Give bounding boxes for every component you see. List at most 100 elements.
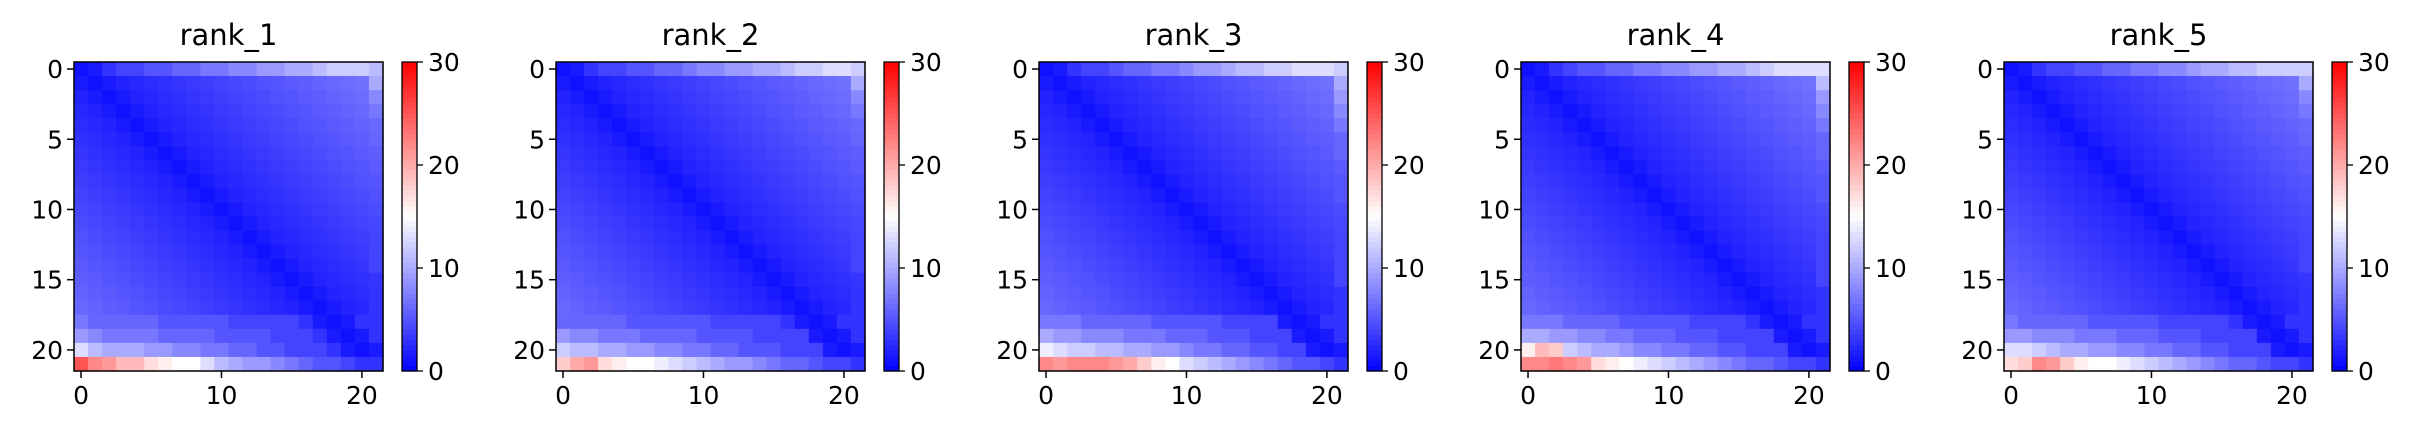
heatmap-cell: [2298, 174, 2314, 190]
heatmap-cell: [1563, 300, 1578, 316]
heatmap-cell: [2270, 300, 2286, 316]
heatmap-cell: [2256, 272, 2272, 288]
heatmap-cell: [2046, 174, 2061, 190]
heatmap-cell: [1689, 118, 1705, 133]
heatmap-cell: [1165, 62, 1181, 77]
heatmap-cell: [1109, 146, 1124, 161]
heatmap-cell: [1291, 300, 1307, 316]
heatmap-cell: [794, 174, 810, 190]
heatmap-cell: [116, 314, 131, 330]
heatmap-cell: [1619, 342, 1634, 358]
heatmap-cell: [766, 202, 782, 218]
colorbar-segment: [1367, 108, 1382, 115]
colorbar-segment: [1849, 165, 1864, 171]
heatmap-cell: [1563, 160, 1578, 175]
heatmap-cell: [794, 132, 810, 147]
heatmap-cell: [200, 146, 216, 161]
heatmap-cell: [780, 244, 796, 260]
heatmap-cell: [2130, 118, 2146, 133]
colorbar-segment: [402, 72, 417, 79]
heatmap-cell: [354, 160, 370, 175]
heatmap-cell: [780, 188, 796, 204]
heatmap-cell: [780, 62, 796, 77]
heatmap-cell: [1039, 146, 1054, 161]
heatmap-cell: [1165, 104, 1181, 119]
heatmap-cell: [340, 118, 356, 133]
colorbar-segment: [402, 329, 417, 336]
heatmap-cell: [1731, 258, 1747, 274]
heatmap-cell: [1647, 76, 1663, 91]
heatmap-cell: [1053, 216, 1068, 232]
heatmap-cell: [1081, 300, 1096, 316]
colorbar-segment: [1849, 118, 1864, 125]
heatmap-cell: [2158, 286, 2174, 302]
heatmap-cell: [298, 188, 314, 204]
heatmap-cell: [2046, 104, 2061, 119]
x-tick-label: 10: [2136, 381, 2168, 410]
heatmap-cell: [1731, 300, 1747, 316]
heatmap-cell: [2130, 356, 2146, 372]
heatmap-cell: [556, 104, 571, 119]
heatmap-cell: [2018, 62, 2033, 77]
heatmap-cell: [1801, 314, 1817, 330]
heatmap-cell: [1053, 356, 1068, 372]
colorbar-segment: [1849, 77, 1864, 84]
heatmap-cell: [270, 342, 286, 358]
heatmap-cell: [794, 356, 810, 372]
heatmap-cell: [696, 118, 712, 133]
y-tick-label: 5: [1977, 125, 1993, 154]
heatmap-cell: [368, 202, 384, 218]
colorbar-segment: [402, 190, 417, 197]
heatmap-cell: [368, 286, 384, 302]
heatmap-cell: [668, 216, 684, 232]
heatmap-cell: [598, 286, 613, 302]
heatmap-cell: [2060, 76, 2075, 91]
heatmap-cell: [2004, 62, 2019, 77]
heatmap-cell: [1815, 314, 1831, 330]
heatmap-cell: [1773, 104, 1789, 119]
heatmap-cell: [1787, 314, 1803, 330]
heatmap-cell: [1039, 314, 1054, 330]
heatmap-cell: [682, 356, 698, 372]
heatmap-cell: [2158, 258, 2174, 274]
heatmap-cell: [1801, 216, 1817, 232]
colorbar-segment: [2332, 237, 2347, 243]
colorbar-segment: [884, 242, 899, 248]
heatmap-cell: [1521, 104, 1536, 119]
heatmap-cell: [2144, 160, 2160, 175]
heatmap-cell: [158, 244, 173, 260]
heatmap-cell: [2074, 118, 2089, 133]
heatmap-cell: [626, 76, 641, 91]
heatmap-cell: [1235, 216, 1251, 232]
heatmap-cell: [654, 272, 669, 288]
heatmap-cell: [186, 258, 202, 274]
colorbar-segment: [402, 149, 417, 156]
heatmap-cell: [682, 174, 698, 190]
heatmap-cell: [808, 216, 824, 232]
heatmap-cell: [2130, 328, 2146, 344]
heatmap-cell: [326, 356, 342, 372]
colorbar-segment: [1849, 108, 1864, 115]
heatmap-cell: [654, 90, 669, 105]
heatmap-cell: [102, 300, 117, 316]
heatmap-cell: [1745, 300, 1761, 316]
colorbar-segment: [402, 226, 417, 233]
heatmap-cell: [2158, 76, 2174, 91]
heatmap-cell: [88, 258, 103, 274]
heatmap-cell: [710, 104, 726, 119]
heatmap-cell: [2214, 160, 2230, 175]
heatmap-cell: [1109, 244, 1124, 260]
heatmap-cell: [1689, 160, 1705, 175]
heatmap-cell: [1333, 132, 1349, 147]
heatmap-cell: [2074, 286, 2089, 302]
heatmap-cell: [186, 328, 202, 344]
heatmap-cell: [354, 146, 370, 161]
y-tick-label: 15: [1478, 266, 1510, 295]
heatmap-cell: [368, 342, 384, 358]
heatmap-cell: [298, 216, 314, 232]
heatmap-cell: [242, 300, 258, 316]
heatmap-cell: [1703, 104, 1719, 119]
heatmap-cell: [1619, 118, 1634, 133]
heatmap-cell: [1647, 188, 1663, 204]
heatmap-cell: [1801, 174, 1817, 190]
